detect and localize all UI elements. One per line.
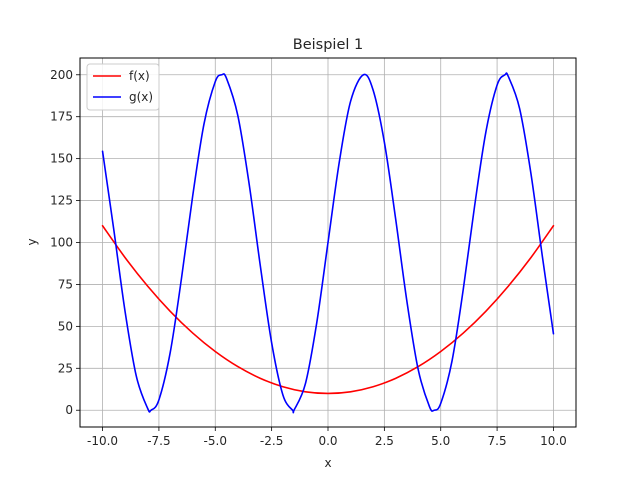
y-tick-label: 50 <box>58 319 73 333</box>
x-tick-label: 7.5 <box>488 434 507 448</box>
y-axis-label: y <box>25 238 39 245</box>
y-tick-label: 0 <box>65 403 73 417</box>
y-tick-label: 175 <box>50 110 73 124</box>
x-axis-ticks: -10.0 -7.5 -5.0 -2.5 0.0 2.5 5.0 7.5 10.0 <box>87 427 567 448</box>
legend: f(x) g(x) <box>86 63 160 111</box>
x-tick-label: 2.5 <box>375 434 394 448</box>
legend-label: g(x) <box>129 90 153 104</box>
x-axis-label: x <box>324 456 331 470</box>
x-tick-label: 10.0 <box>540 434 567 448</box>
y-tick-label: 75 <box>58 277 73 291</box>
y-tick-label: 200 <box>50 68 73 82</box>
y-tick-label: 25 <box>58 361 73 375</box>
x-tick-label: -5.0 <box>204 434 227 448</box>
x-tick-label: 5.0 <box>431 434 450 448</box>
chart-title: Beispiel 1 <box>293 37 363 53</box>
x-tick-label: 0.0 <box>318 434 337 448</box>
series-layer <box>101 72 555 414</box>
x-tick-label: -2.5 <box>260 434 283 448</box>
y-tick-label: 125 <box>50 194 73 208</box>
y-tick-label: 150 <box>50 152 73 166</box>
series-line-f <box>101 224 555 395</box>
y-tick-label: 100 <box>50 236 73 250</box>
y-axis-ticks: 0 25 50 75 100 125 150 175 200 <box>50 68 80 417</box>
series-line-g <box>101 72 555 414</box>
legend-label: f(x) <box>129 69 150 83</box>
x-tick-label: -10.0 <box>87 434 118 448</box>
x-tick-label: -7.5 <box>147 434 170 448</box>
